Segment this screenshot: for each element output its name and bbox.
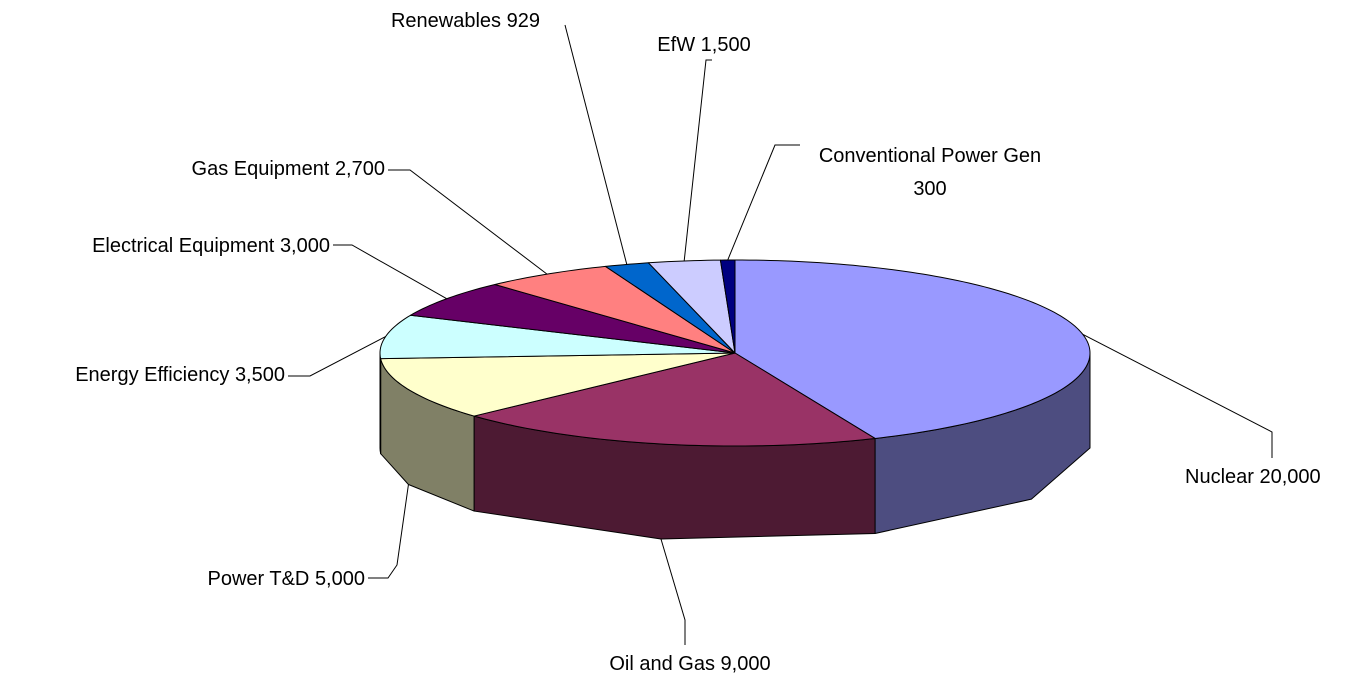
data-label: Nuclear 20,000 <box>1185 466 1321 488</box>
data-label: Oil and Gas 9,000 <box>609 653 770 675</box>
label-name: Nuclear <box>1185 466 1254 488</box>
data-label: Conventional Power Gen 300 <box>819 145 1041 200</box>
leader-line <box>368 484 409 579</box>
label-value: 1,500 <box>701 34 751 56</box>
data-label: EfW 1,500 <box>657 34 750 56</box>
leader-line <box>288 336 386 377</box>
label-name: Renewables <box>391 10 501 32</box>
label-name: Gas Equipment <box>192 158 330 180</box>
leader-line <box>727 144 800 261</box>
slice <box>379 314 736 360</box>
label-value: 2,700 <box>335 158 385 180</box>
leader-line <box>564 24 628 265</box>
slice <box>473 352 876 447</box>
label-name: Oil and Gas <box>609 653 715 675</box>
data-label: Power T&D 5,000 <box>207 568 365 590</box>
slice <box>605 262 736 354</box>
label-value: 3,000 <box>280 235 330 257</box>
label-value: 9,000 <box>721 653 771 675</box>
slice <box>380 352 736 417</box>
label-value: 929 <box>507 10 540 32</box>
slice <box>494 265 736 354</box>
label-name: Electrical Equipment <box>92 235 275 257</box>
leader-line <box>1082 333 1273 458</box>
data-label: Energy Efficiency 3,500 <box>75 364 285 386</box>
leader-line <box>333 244 447 300</box>
slice <box>410 283 736 354</box>
label-name: Conventional Power Gen <box>819 145 1041 167</box>
data-label: Electrical Equipment 3,000 <box>92 235 330 257</box>
label-value: 3,500 <box>235 364 285 386</box>
leader-line <box>388 169 548 275</box>
data-label: Renewables 929 <box>391 10 540 32</box>
label-value: 5,000 <box>315 568 365 590</box>
label-value: 20,000 <box>1259 466 1320 488</box>
label-name: Energy Efficiency <box>75 364 229 386</box>
slice-side <box>379 352 382 455</box>
slice <box>734 259 1091 439</box>
label-name: Power T&D <box>207 568 309 590</box>
slice <box>647 259 736 354</box>
label-value: 300 <box>913 178 946 200</box>
data-label: Gas Equipment 2,700 <box>192 158 385 180</box>
leader-line <box>660 538 686 645</box>
slice <box>719 259 736 354</box>
leader-line <box>683 59 712 262</box>
label-name: EfW <box>657 34 695 56</box>
